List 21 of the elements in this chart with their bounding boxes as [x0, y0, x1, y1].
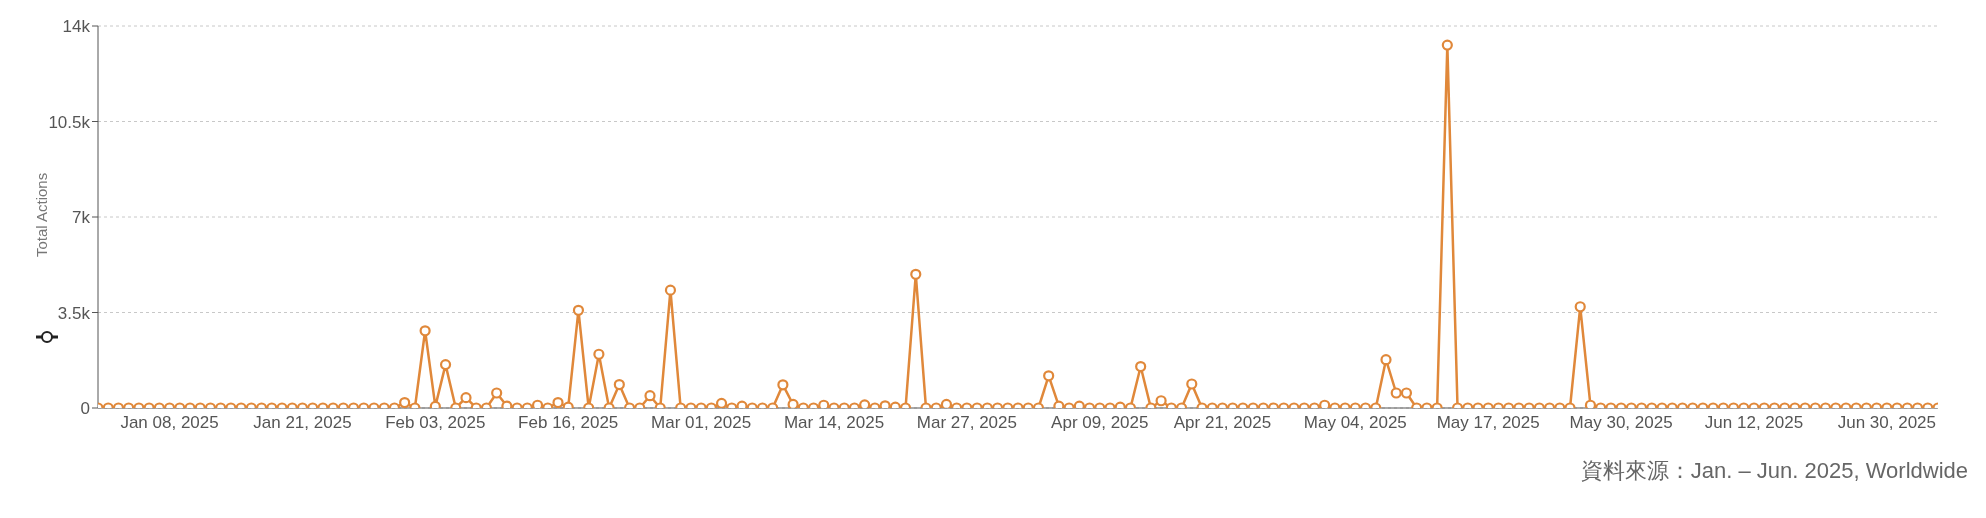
x-tick-label: May 17, 2025 — [1436, 413, 1540, 433]
x-tick-label: Mar 14, 2025 — [783, 413, 885, 433]
x-tick-label: Jan 08, 2025 — [120, 413, 219, 433]
y-tick-label: 0 — [80, 399, 90, 419]
x-tick-label: May 04, 2025 — [1303, 413, 1407, 433]
x-tick-label: May 30, 2025 — [1569, 413, 1673, 433]
y-tick-label: 7k — [72, 208, 91, 228]
x-tick-label: Apr 21, 2025 — [1173, 413, 1272, 433]
x-tick-label: Mar 01, 2025 — [651, 413, 752, 433]
y-tick-label: 10.5k — [48, 112, 91, 132]
source-note: 資料來源：Jan. – Jun. 2025, Worldwide — [1579, 457, 1969, 485]
x-tick-label: Mar 27, 2025 — [916, 413, 1017, 433]
x-tick-label: Jan 21, 2025 — [253, 413, 352, 433]
y-tick-label: 3.5k — [57, 303, 91, 323]
x-tick-label: Jun 30, 2025 — [1837, 413, 1937, 433]
y-tick-label: 14k — [62, 17, 91, 37]
x-tick-label: Apr 09, 2025 — [1051, 413, 1149, 433]
y-axis-title: Total Actions — [33, 172, 51, 257]
x-tick-label: Feb 16, 2025 — [518, 413, 619, 433]
x-tick-label: Jun 12, 2025 — [1704, 413, 1804, 433]
x-tick-label: Feb 03, 2025 — [385, 413, 486, 433]
